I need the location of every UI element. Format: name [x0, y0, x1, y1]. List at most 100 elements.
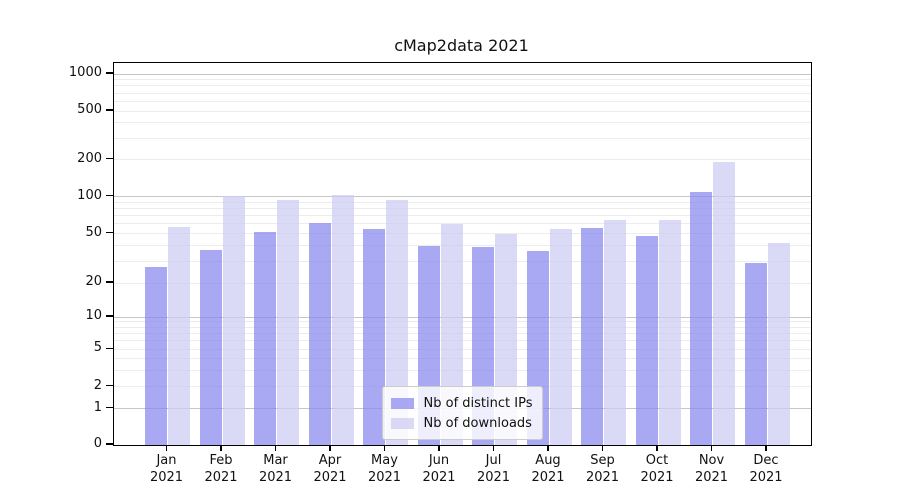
- y-tick-mark: [106, 109, 113, 111]
- x-tick-mark: [220, 445, 222, 451]
- gridline: [114, 100, 811, 102]
- x-tick-mark: [547, 445, 549, 451]
- gridline: [114, 85, 811, 87]
- bar-distinct-ips: [254, 232, 276, 445]
- bar-distinct-ips: [744, 262, 767, 445]
- bar-distinct-ips: [581, 227, 603, 445]
- legend: Nb of distinct IPs Nb of downloads: [381, 386, 544, 440]
- y-tick-label: 2: [93, 377, 102, 393]
- x-tick-mark: [601, 445, 604, 451]
- gridline: [114, 282, 811, 284]
- x-tick-label: Sep 2021: [585, 453, 620, 485]
- plot-area: Nb of distinct IPs Nb of downloads: [113, 62, 812, 446]
- gridline: [114, 316, 811, 318]
- bar-downloads: [222, 196, 245, 445]
- y-tick-mark: [106, 315, 113, 317]
- gridline: [114, 260, 811, 262]
- x-tick-mark: [329, 445, 331, 451]
- x-tick-label: Aug 2021: [531, 453, 565, 485]
- gridline: [114, 201, 811, 203]
- y-tick-label: 50: [85, 224, 102, 240]
- bar-downloads: [168, 226, 190, 445]
- x-tick-label: Apr 2021: [313, 453, 347, 485]
- bar-downloads: [386, 199, 408, 445]
- x-tick-mark: [492, 445, 495, 451]
- legend-item-distinct-ips: Nb of distinct IPs: [390, 393, 533, 413]
- x-tick-label: Feb 2021: [204, 453, 238, 485]
- legend-item-downloads: Nb of downloads: [390, 413, 533, 433]
- y-tick-label: 100: [77, 187, 102, 203]
- chart-title: cMap2data 2021: [394, 36, 529, 55]
- gridline: [114, 110, 811, 112]
- gridline: [114, 321, 811, 323]
- y-tick-label: 5: [93, 340, 102, 356]
- bar-distinct-ips: [635, 235, 658, 445]
- gridline: [114, 333, 811, 335]
- bar-distinct-ips: [363, 229, 385, 445]
- legend-swatch-distinct-ips: [390, 397, 414, 409]
- x-tick-label: Jul 2021: [476, 453, 511, 485]
- bar-downloads: [767, 242, 790, 445]
- x-tick-label: Oct 2021: [640, 453, 674, 485]
- gridline: [114, 79, 811, 81]
- gridline: [114, 326, 811, 328]
- x-tick-label: Jan 2021: [149, 453, 184, 485]
- y-tick-label: 500: [77, 102, 102, 117]
- gridline: [114, 137, 811, 139]
- y-tick-label: 20: [85, 274, 102, 289]
- bar-distinct-ips: [308, 222, 331, 445]
- x-tick-label: Jun 2021: [422, 453, 456, 485]
- gridline: [114, 196, 811, 197]
- y-tick-mark: [106, 281, 113, 283]
- x-tick-label: May 2021: [367, 453, 402, 485]
- y-tick-label: 1: [93, 399, 102, 415]
- bar-downloads: [331, 194, 354, 445]
- gridline: [114, 245, 811, 247]
- legend-label-distinct-ips: Nb of distinct IPs: [423, 395, 533, 411]
- gridline: [114, 73, 811, 75]
- gridline: [114, 357, 811, 359]
- y-tick-mark: [106, 194, 113, 197]
- gridline: [114, 215, 811, 217]
- gridline: [114, 92, 811, 94]
- gridline: [114, 233, 811, 234]
- y-tick-label: 10: [85, 308, 102, 323]
- y-tick-label: 200: [77, 150, 102, 166]
- gridline: [114, 223, 811, 225]
- x-tick-mark: [383, 445, 386, 451]
- x-tick-mark: [438, 445, 440, 451]
- gridline: [114, 340, 811, 342]
- bar-downloads: [713, 161, 735, 445]
- bar-downloads: [658, 219, 681, 445]
- x-tick-label: Mar 2021: [258, 453, 293, 485]
- y-tick-mark: [106, 231, 113, 234]
- legend-swatch-downloads: [390, 417, 414, 429]
- x-tick-mark: [165, 445, 168, 451]
- y-tick-mark: [106, 72, 113, 74]
- gridline: [114, 159, 811, 160]
- y-tick-mark: [106, 443, 113, 445]
- gridline: [114, 348, 811, 350]
- gridline: [114, 207, 811, 209]
- y-tick-label: 0: [93, 436, 102, 451]
- bar-distinct-ips: [199, 249, 222, 445]
- y-tick-mark: [106, 406, 113, 409]
- gridline: [114, 122, 811, 124]
- x-tick-mark: [274, 445, 277, 451]
- x-tick-label: Nov 2021: [694, 453, 729, 485]
- bar-distinct-ips: [690, 192, 712, 445]
- bar-downloads: [549, 229, 572, 445]
- bar-distinct-ips: [145, 266, 167, 445]
- x-tick-mark: [710, 445, 713, 451]
- x-tick-mark: [765, 445, 767, 451]
- bar-downloads: [604, 220, 626, 445]
- y-tick-label: 1000: [68, 65, 102, 80]
- legend-label-downloads: Nb of downloads: [423, 415, 532, 431]
- y-tick-mark: [106, 157, 113, 160]
- y-tick-mark: [106, 384, 113, 387]
- x-tick-mark: [656, 445, 658, 451]
- y-tick-mark: [106, 347, 113, 349]
- x-tick-label: Dec 2021: [749, 453, 783, 485]
- gridline: [114, 369, 811, 371]
